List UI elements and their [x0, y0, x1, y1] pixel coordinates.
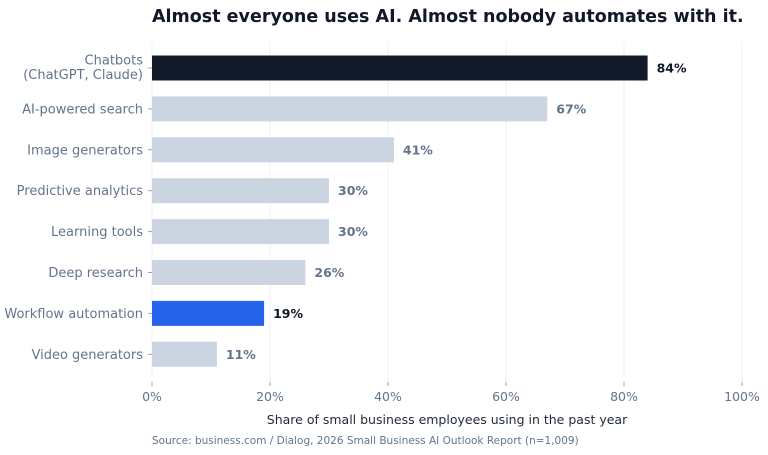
data-label: 84% — [657, 61, 687, 76]
bar — [152, 300, 265, 326]
x-tick-label: 60% — [492, 389, 520, 404]
category-label: AI-powered search — [22, 102, 143, 117]
x-axis-ticks: 0% 20% 40% 60% 80% 100% — [142, 382, 760, 404]
bar — [152, 96, 548, 122]
data-label: 26% — [314, 265, 344, 280]
category-labels: Chatbots (ChatGPT, Claude) AI-powered sear… — [4, 54, 152, 363]
chart-title: Almost everyone uses AI. Almost nobody a… — [152, 7, 744, 27]
value-labels: 84% 67% 41% 30% 30% 26% 19% 11% — [226, 61, 687, 362]
x-tick-label: 40% — [374, 389, 402, 404]
data-label: 11% — [226, 347, 256, 362]
category-label: Deep research — [48, 266, 143, 281]
gridlines — [151, 42, 743, 382]
data-label: 30% — [338, 183, 368, 198]
data-label: 41% — [403, 142, 433, 157]
bar — [152, 55, 648, 81]
bars — [152, 55, 648, 367]
x-axis-label: Share of small business employees using … — [267, 412, 628, 427]
x-tick-label: 80% — [610, 389, 638, 404]
bar — [152, 219, 329, 245]
category-label: Learning tools — [51, 225, 143, 240]
data-label: 67% — [556, 101, 586, 116]
data-label: 30% — [338, 224, 368, 239]
bar — [152, 178, 329, 204]
bar — [152, 260, 306, 285]
category-label: Chatbots (ChatGPT, Claude) — [23, 54, 143, 84]
bar — [152, 341, 217, 367]
data-label: 19% — [273, 306, 303, 321]
bar — [152, 137, 394, 163]
source-note: Source: business.com / Dialog, 2026 Smal… — [152, 435, 579, 447]
category-label: Predictive analytics — [17, 184, 144, 199]
x-tick-label: 100% — [724, 389, 760, 404]
category-label: Video generators — [31, 348, 143, 363]
category-label: Image generators — [27, 143, 143, 158]
x-tick-label: 0% — [142, 389, 162, 404]
category-label: Workflow automation — [4, 307, 143, 322]
x-tick-label: 20% — [256, 389, 284, 404]
